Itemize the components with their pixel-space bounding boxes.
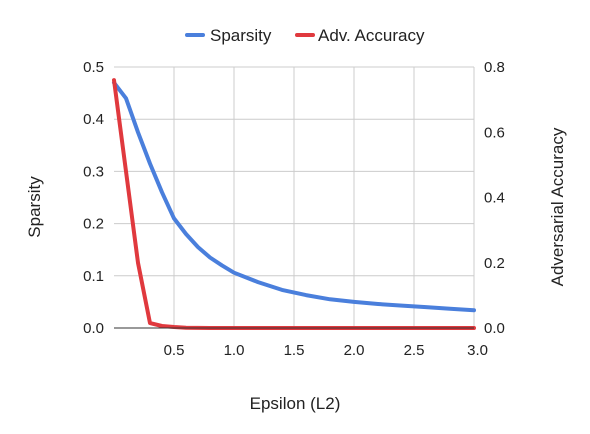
x-tick-label: 2.0 (344, 342, 365, 359)
y2-axis-title: Adversarial Accuracy (548, 127, 567, 286)
y2-tick-label: 0.0 (484, 320, 505, 337)
legend: Sparsity Adv. Accuracy (185, 26, 425, 45)
series-line-sparsity (112, 80, 476, 313)
x-axis-title: Epsilon (L2) (250, 394, 341, 413)
y-tick-label: 0.1 (83, 268, 104, 285)
y2-tick-label: 0.6 (484, 124, 505, 141)
legend-label-adv-accuracy: Adv. Accuracy (318, 26, 425, 45)
gridlines (114, 66, 475, 328)
y-tick-label: 0.3 (83, 163, 104, 180)
x-tick-label: 3.0 (467, 342, 488, 359)
y-axis-title: Sparsity (25, 176, 44, 238)
y2-tick-label: 0.8 (484, 59, 505, 76)
x-tick-label: 1.5 (284, 342, 305, 359)
y2-tick-label: 0.2 (484, 255, 505, 272)
y-tick-label: 0.2 (83, 216, 104, 233)
axes: 0.0 0.1 0.2 0.3 0.4 0.5 0.0 0.2 0.4 0.6 0.8 0.5 1.0 1… (83, 59, 505, 359)
x-tick-label: 2.5 (404, 342, 425, 359)
x-tick-label: 0.5 (164, 342, 185, 359)
y-tick-label: 0.5 (83, 59, 104, 76)
x-tick-label: 1.0 (224, 342, 245, 359)
y2-tick-label: 0.4 (484, 190, 505, 207)
y-tick-label: 0.4 (83, 111, 104, 128)
y-tick-label: 0.0 (83, 320, 104, 337)
legend-label-sparsity: Sparsity (210, 26, 272, 45)
